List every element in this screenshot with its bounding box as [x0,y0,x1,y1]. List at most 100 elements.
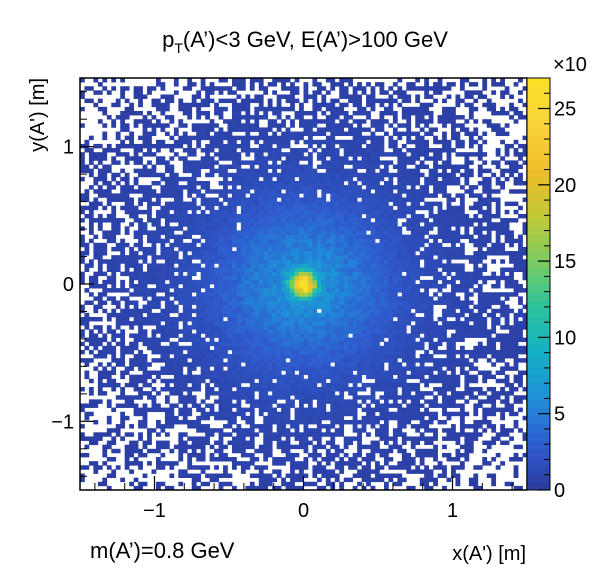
heatmap-cell [486,296,492,301]
heatmap-cell [437,358,443,363]
heatmap-cell [383,457,389,462]
heatmap-cell [321,238,327,244]
heatmap-cell [473,242,479,248]
heatmap-cell [267,419,273,425]
heatmap-cell [500,358,505,363]
heatmap-cell [491,395,497,400]
heatmap-cell [169,407,175,413]
heatmap-cell [218,267,224,272]
heatmap-cell [424,205,430,211]
heatmap-cell [397,374,403,380]
heatmap-cell [249,316,255,322]
heatmap-cell [151,469,157,474]
heatmap-cell [522,226,528,231]
heatmap-cell [231,391,237,396]
heatmap-cell [504,304,510,310]
heatmap-cell [419,378,425,384]
heatmap-cell [272,370,278,375]
heatmap-cell [276,234,282,240]
heatmap-cell [205,481,210,487]
heatmap-cell [518,321,523,326]
heatmap-cell [218,374,224,380]
heatmap-cell [258,333,264,338]
heatmap-cell [102,432,108,437]
heatmap-cell [209,226,215,231]
heatmap-cell [138,288,143,293]
heatmap-cell [209,403,215,408]
heatmap-cell [491,374,497,380]
heatmap-cell [303,333,309,338]
heatmap-cell [468,366,474,371]
heatmap-cell [348,419,354,425]
heatmap-cell [325,226,331,231]
heatmap-cell [348,370,354,375]
heatmap-cell [218,345,224,351]
heatmap-cell [133,358,139,363]
heatmap-cell [285,321,291,326]
heatmap-cell [397,296,403,301]
heatmap-cell [169,279,175,285]
heatmap-cell [307,312,313,318]
heatmap-cell [290,312,295,318]
heatmap-cell [214,284,219,289]
heatmap-cell [424,440,430,446]
heatmap-cell [401,358,407,363]
heatmap-cell [240,271,246,277]
heatmap-cell [406,411,412,417]
heatmap-cell [133,242,139,248]
heatmap-cell [500,440,505,446]
heatmap-cell [348,387,354,392]
heatmap-cell [223,222,228,227]
heatmap-cell [178,337,184,343]
heatmap-cell [424,358,430,363]
heatmap-cell [419,370,425,375]
heatmap-cell [200,345,206,351]
heatmap-cell [97,329,103,334]
heatmap-cell [178,316,184,322]
heatmap-cell [339,362,345,367]
heatmap-cell [111,209,117,215]
heatmap-cell [249,255,255,260]
heatmap-cell [392,428,398,433]
heatmap-cell [281,395,286,400]
heatmap-cell [428,267,434,272]
heatmap-cell [245,205,251,211]
heatmap-cell [428,246,434,252]
heatmap-cell [249,279,255,285]
heatmap-cell [522,395,528,400]
heatmap-cell [415,411,421,417]
heatmap-cell [120,358,126,363]
heatmap-cell [272,271,278,277]
heatmap-cell [285,341,291,347]
heatmap-cell [218,308,224,314]
heatmap-cell [433,378,438,384]
heatmap-cell [245,349,251,355]
heatmap-cell [299,316,304,322]
heatmap-cell [370,333,376,338]
heatmap-cell [214,457,219,462]
heatmap-cell [111,312,117,318]
heatmap-cell [218,473,224,478]
heatmap-cell [477,271,483,277]
heatmap-cell [518,259,523,264]
heatmap-cell [348,267,354,272]
heatmap-cell [370,275,376,281]
heatmap-cell [164,205,170,211]
heatmap-cell [473,259,479,264]
heatmap-cell [491,213,497,219]
heatmap-cell [375,399,380,404]
heatmap-cell [428,259,434,264]
heatmap-cell [182,419,188,425]
heatmap-cell [236,242,242,248]
heatmap-cell [231,440,237,446]
heatmap-cell [231,218,237,223]
heatmap-cell [325,279,331,285]
heatmap-cell [348,218,354,223]
heatmap-cell [218,452,224,458]
heatmap-cell [187,457,193,462]
heatmap-cell [379,238,385,244]
heatmap-cell [446,325,452,330]
heatmap-cell [205,362,210,367]
heatmap-cell [294,477,300,483]
heatmap-cell [285,407,291,413]
